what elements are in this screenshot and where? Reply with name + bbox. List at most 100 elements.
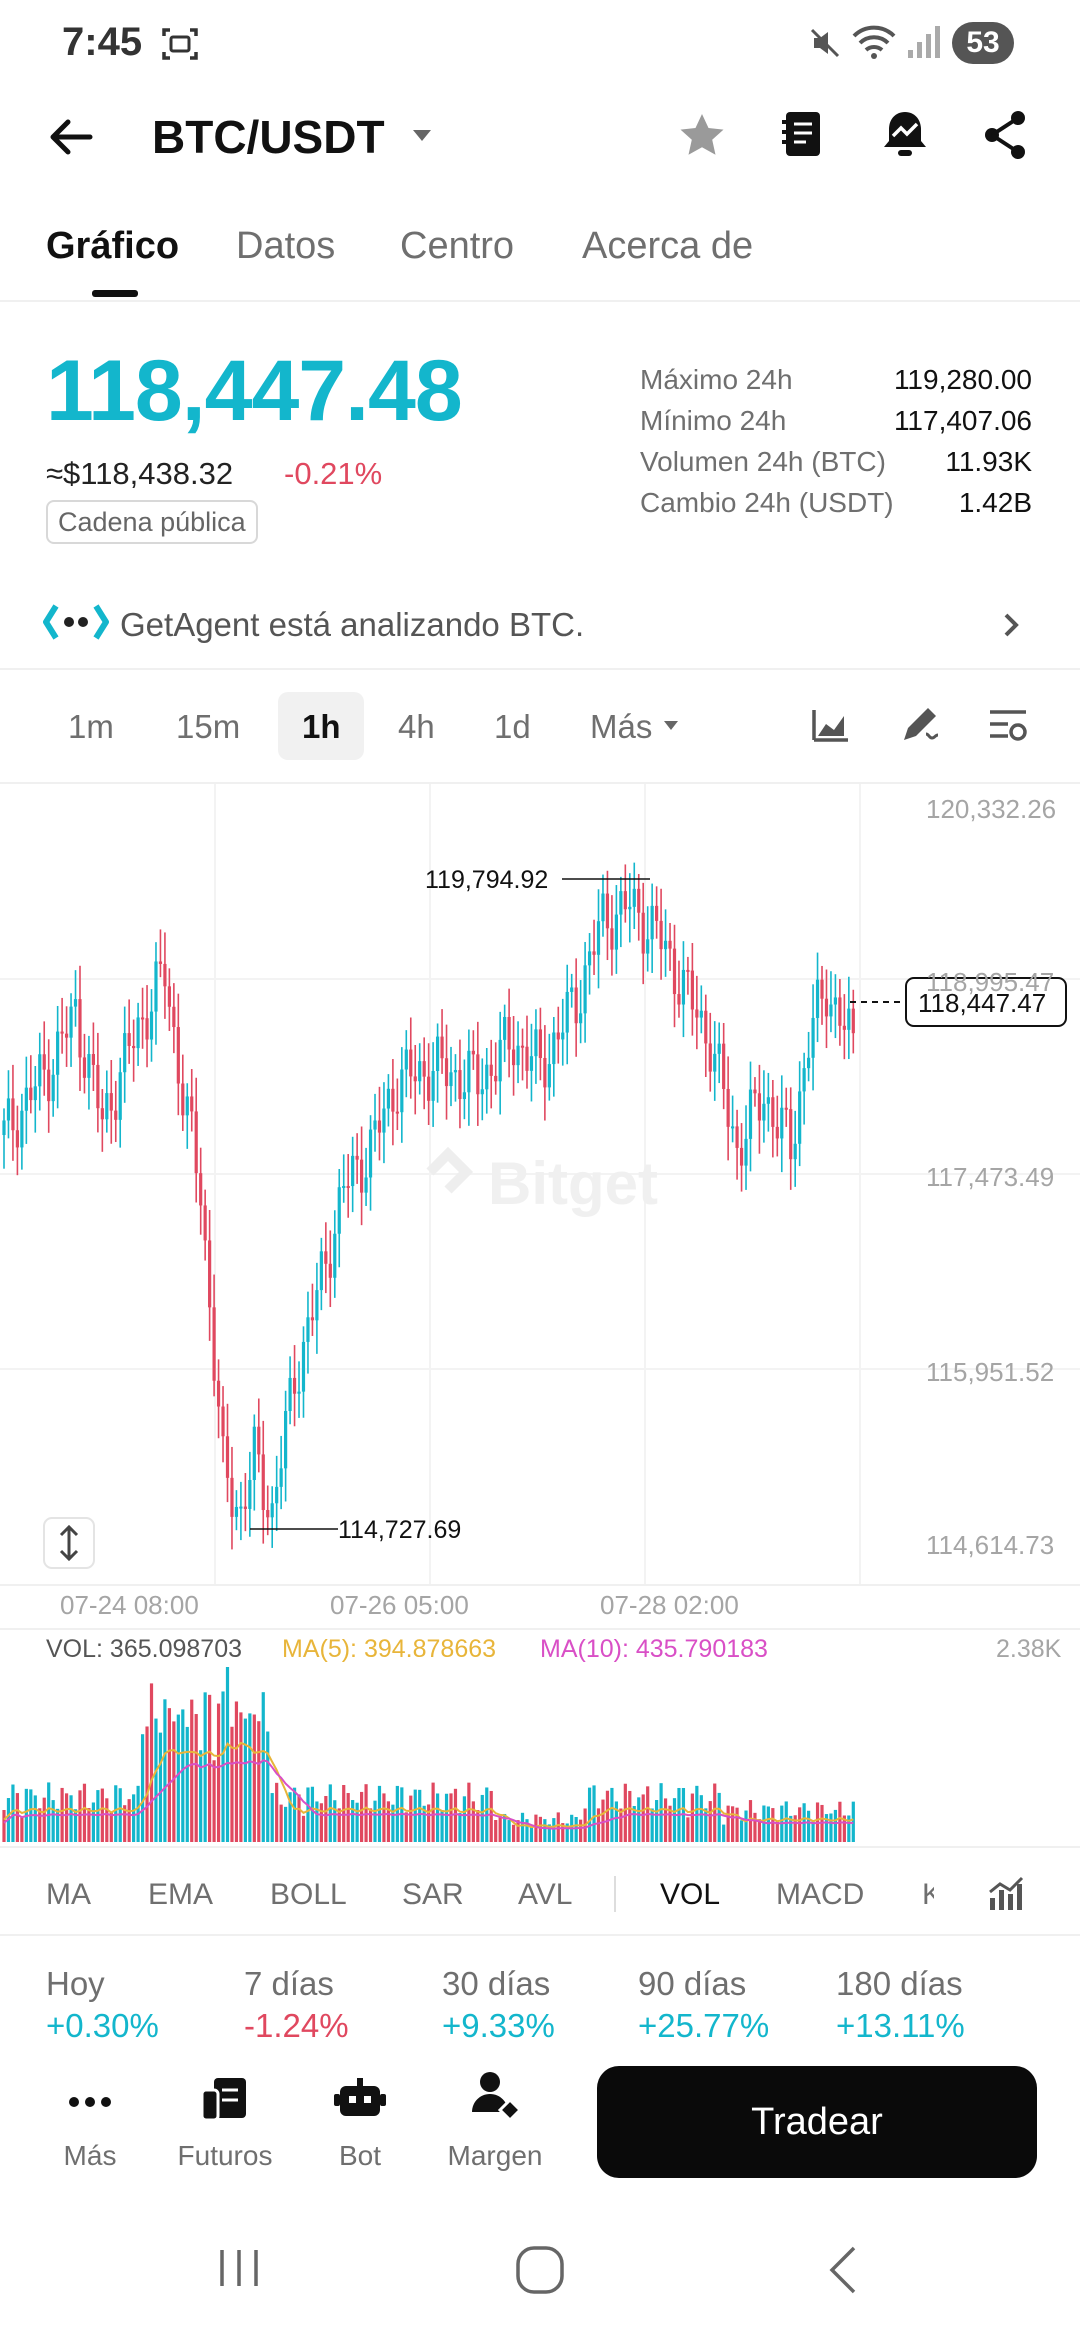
candle-body bbox=[221, 1406, 225, 1437]
candle-body bbox=[462, 1092, 467, 1100]
candle-body bbox=[449, 1072, 453, 1087]
trade-button[interactable]: Tradear bbox=[597, 2066, 1037, 2178]
candle-body bbox=[811, 1017, 815, 1058]
back-nav-icon[interactable] bbox=[824, 2244, 864, 2296]
chart-grid bbox=[0, 784, 1080, 1584]
x-label-2: 07-26 05:00 bbox=[330, 1590, 469, 1620]
volume-bar bbox=[565, 1823, 569, 1842]
back-arrow-icon[interactable] bbox=[46, 112, 96, 162]
volume-bar bbox=[194, 1714, 198, 1842]
chart-watermark: Bitget bbox=[426, 1146, 658, 1217]
candle-body bbox=[386, 1088, 391, 1109]
y-label-1: 120,332.26 bbox=[926, 794, 1056, 824]
candle-body bbox=[96, 1064, 100, 1109]
stat-value-volume: 11.93K bbox=[945, 446, 1032, 477]
volume-chart[interactable] bbox=[0, 1660, 1080, 1842]
candle-body bbox=[100, 1108, 104, 1120]
candle-body bbox=[284, 1411, 288, 1469]
more-dots-icon[interactable] bbox=[66, 2082, 114, 2122]
favorite-star-icon[interactable] bbox=[676, 110, 728, 162]
candle-body bbox=[275, 1486, 279, 1504]
share-icon[interactable] bbox=[980, 108, 1030, 162]
volume-bar bbox=[176, 1714, 180, 1842]
indicator-kdj[interactable]: K bbox=[922, 1878, 934, 1911]
candle-body bbox=[663, 940, 668, 950]
indicator-ma[interactable]: MA bbox=[46, 1878, 91, 1911]
timeframe-4h[interactable]: 4h bbox=[398, 708, 435, 745]
volume-bar bbox=[109, 1811, 113, 1842]
indicator-ema[interactable]: EMA bbox=[148, 1878, 214, 1911]
notes-icon[interactable] bbox=[778, 108, 828, 162]
tab-about[interactable]: Acerca de bbox=[582, 225, 754, 267]
indicator-settings-icon[interactable] bbox=[986, 1874, 1026, 1914]
home-icon[interactable] bbox=[514, 2244, 566, 2296]
volume-bar bbox=[47, 1782, 51, 1842]
volume-bar bbox=[225, 1667, 230, 1842]
candle-body bbox=[225, 1436, 230, 1478]
recent-apps-icon[interactable] bbox=[214, 2246, 264, 2290]
volume-bar bbox=[181, 1709, 185, 1842]
nav-more-label[interactable]: Más bbox=[63, 2140, 117, 2171]
candle-body bbox=[167, 986, 171, 1007]
timeframe-1d[interactable]: 1d bbox=[494, 708, 531, 745]
candle-body bbox=[731, 1126, 735, 1129]
bot-icon[interactable] bbox=[334, 2076, 386, 2124]
timeframe-1h[interactable]: 1h bbox=[302, 708, 341, 745]
active-tab-indicator bbox=[92, 290, 138, 297]
volume-bar bbox=[73, 1809, 78, 1842]
indicator-vol[interactable]: VOL bbox=[660, 1878, 721, 1911]
candle-body bbox=[418, 1061, 422, 1082]
candle-body bbox=[717, 1043, 721, 1054]
resize-chart-icon[interactable] bbox=[42, 1516, 96, 1570]
candle-body bbox=[623, 891, 627, 910]
indicator-avl[interactable]: AVL bbox=[518, 1878, 573, 1911]
margin-icon[interactable] bbox=[470, 2070, 520, 2124]
candle-body bbox=[815, 979, 820, 1018]
candle-body bbox=[735, 1126, 739, 1148]
timeframe-1m[interactable]: 1m bbox=[68, 708, 114, 745]
candles-layer bbox=[2, 862, 855, 1550]
timeframe-more[interactable]: Más bbox=[590, 708, 653, 745]
pair-dropdown-icon[interactable] bbox=[410, 126, 434, 146]
candle-body bbox=[753, 1089, 757, 1094]
indicator-macd[interactable]: MACD bbox=[776, 1878, 865, 1911]
pair-title[interactable]: BTC/USDT bbox=[152, 111, 385, 163]
volume-bar bbox=[489, 1790, 493, 1842]
candle-body bbox=[681, 969, 686, 1005]
volume-bar bbox=[704, 1808, 708, 1842]
chart-type-icon[interactable] bbox=[810, 706, 850, 746]
tab-center[interactable]: Centro bbox=[400, 225, 515, 267]
candle-body bbox=[583, 965, 587, 1014]
price-alert-bell-icon[interactable] bbox=[878, 106, 932, 162]
chain-badge[interactable]: Cadena pública bbox=[46, 500, 258, 544]
candlestick-chart[interactable]: Bitget 119,794.92 114,727.69 118,447.47 … bbox=[0, 784, 1080, 1584]
volume-bar bbox=[628, 1790, 632, 1842]
tab-chart[interactable]: Gráfico bbox=[46, 225, 180, 267]
volume-bar bbox=[467, 1782, 471, 1842]
volume-bar bbox=[538, 1816, 542, 1842]
nav-bot-label[interactable]: Bot bbox=[338, 2140, 382, 2171]
chart-settings-icon[interactable] bbox=[988, 706, 1028, 746]
volume-bar bbox=[56, 1808, 60, 1842]
volume-bar bbox=[154, 1718, 158, 1842]
volume-bar bbox=[547, 1824, 551, 1842]
tab-data[interactable]: Datos bbox=[236, 225, 336, 267]
timeframe-15m[interactable]: 15m bbox=[176, 708, 241, 745]
nav-margin-label[interactable]: Margen bbox=[447, 2140, 543, 2171]
indicator-boll[interactable]: BOLL bbox=[270, 1878, 347, 1911]
candle-body bbox=[574, 987, 578, 1024]
candle-body bbox=[149, 1011, 154, 1040]
drawing-tools-icon[interactable] bbox=[898, 704, 942, 748]
candle-body bbox=[382, 1108, 386, 1133]
volume-bar bbox=[543, 1819, 547, 1842]
volume-bar bbox=[587, 1787, 592, 1842]
volume-bar bbox=[373, 1800, 377, 1842]
candle-body bbox=[556, 1032, 560, 1040]
candle-body bbox=[632, 888, 636, 907]
futures-icon[interactable] bbox=[200, 2076, 250, 2124]
indicator-sar[interactable]: SAR bbox=[402, 1878, 464, 1911]
nav-futures-label[interactable]: Futuros bbox=[177, 2140, 273, 2171]
volume-bar bbox=[511, 1824, 516, 1842]
candle-body bbox=[565, 991, 569, 1033]
volume-bar bbox=[435, 1793, 440, 1842]
